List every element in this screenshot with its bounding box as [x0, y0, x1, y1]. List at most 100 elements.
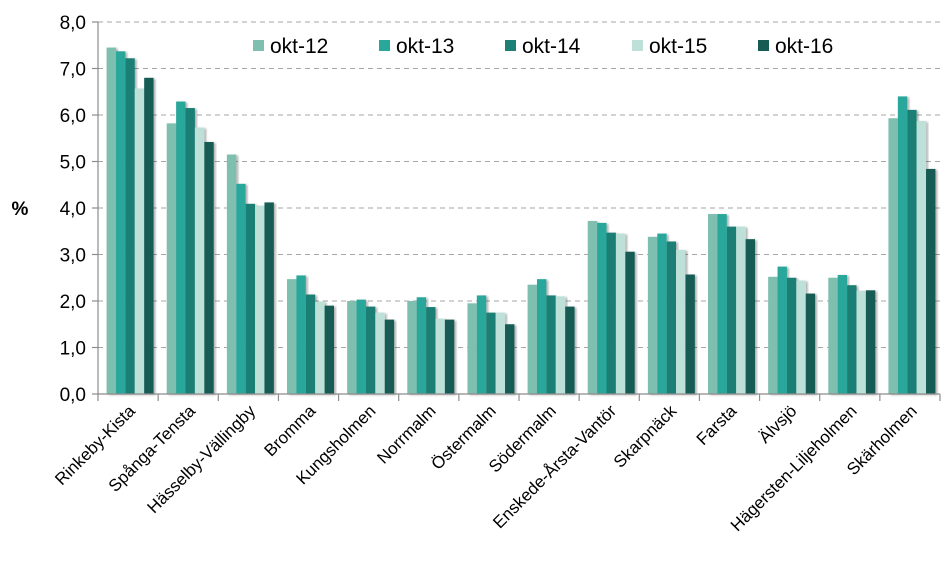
bar-okt-13 — [657, 233, 667, 394]
bar-okt-13 — [476, 295, 487, 394]
x-tick-label: Älvsjö — [755, 401, 801, 447]
bar-okt-14 — [606, 232, 616, 394]
bar-okt-14 — [486, 312, 496, 394]
bar-okt-14 — [847, 285, 857, 394]
bar-okt-15 — [676, 249, 686, 394]
bar-okt-15 — [615, 233, 626, 394]
bar-okt-13 — [176, 101, 186, 394]
legend-swatch — [505, 40, 516, 51]
x-tick-label: Farsta — [693, 401, 741, 449]
bar-okt-12 — [226, 154, 237, 394]
bar-okt-14 — [546, 295, 556, 394]
legend-swatch — [632, 40, 643, 51]
legend-swatch — [379, 40, 390, 51]
bar-okt-13 — [717, 214, 727, 394]
bar-okt-16 — [444, 319, 455, 394]
bar-okt-14 — [907, 109, 917, 394]
bar-okt-13 — [115, 51, 126, 395]
bar-okt-13 — [356, 299, 366, 394]
legend-label: okt-15 — [649, 35, 707, 58]
bar-okt-15 — [134, 88, 145, 395]
y-tick-label: 6,0 — [60, 106, 86, 127]
y-tick-label: 2,0 — [60, 292, 86, 313]
bar-okt-16 — [384, 319, 395, 394]
y-tick-label: 7,0 — [60, 60, 86, 81]
bar-okt-15 — [194, 127, 205, 395]
bar-okt-12 — [407, 301, 417, 394]
bar-okt-15 — [796, 280, 806, 394]
bar-okt-12 — [347, 301, 357, 394]
y-tick-label: 5,0 — [60, 153, 86, 174]
bar-okt-15 — [916, 121, 927, 395]
bar-okt-13 — [296, 275, 306, 394]
bar-okt-13 — [837, 274, 848, 394]
bar-okt-15 — [375, 312, 385, 394]
legend-swatch — [758, 40, 769, 51]
bar-okt-14 — [786, 277, 797, 394]
bar-okt-16 — [865, 290, 876, 394]
bar-okt-15 — [255, 205, 265, 394]
bar-okt-13 — [236, 183, 246, 394]
bar-okt-14 — [245, 203, 256, 394]
bar-okt-14 — [125, 58, 135, 395]
bar-okt-14 — [365, 306, 376, 394]
x-tick-label: Bromma — [260, 401, 319, 460]
bar-okt-12 — [647, 236, 658, 394]
bar-okt-15 — [555, 296, 566, 394]
x-tick-label: Skarpnäck — [610, 401, 681, 472]
bar-okt-12 — [828, 277, 838, 394]
bar-okt-16 — [324, 305, 334, 394]
bar-okt-16 — [625, 251, 635, 394]
bar-okt-13 — [536, 279, 547, 394]
bar-okt-14 — [305, 294, 316, 394]
y-axis-ticks: 0,0 1,0 2,0 3,0 4,0 5,0 6,0 7,0 8,0 — [60, 13, 98, 406]
bar-okt-14 — [426, 307, 436, 394]
bar-okt-13 — [897, 96, 908, 395]
y-tick-label: 0,0 — [60, 385, 86, 406]
bar-okt-12 — [768, 276, 778, 394]
legend-label: okt-14 — [522, 35, 581, 58]
bar-okt-16 — [685, 274, 695, 394]
bar-okt-14 — [185, 108, 195, 395]
y-tick-label: 8,0 — [60, 13, 86, 34]
y-tick-label: 4,0 — [60, 199, 86, 220]
y-tick-label: 1,0 — [60, 339, 86, 360]
legend-label: okt-13 — [396, 35, 454, 58]
bar-okt-13 — [597, 222, 607, 394]
x-axis-ticks: Rinkeby-KistaSpånga-TenstaHässelby-Välli… — [51, 394, 941, 535]
x-tick-label: Hässelby-Vällingby — [144, 401, 260, 517]
x-tick-label: Enskede-Årsta-Vantör — [489, 401, 620, 532]
bar-okt-15 — [856, 290, 866, 394]
bars — [106, 47, 936, 395]
bar-okt-16 — [505, 324, 515, 394]
legend-swatch — [253, 40, 264, 51]
bar-okt-14 — [666, 241, 677, 394]
bar-okt-16 — [805, 293, 816, 394]
bar-okt-12 — [587, 221, 598, 394]
bar-okt-16 — [264, 202, 274, 394]
legend-label: okt-16 — [775, 35, 833, 58]
bar-okt-12 — [527, 284, 537, 394]
bar-okt-15 — [495, 312, 506, 394]
bar-okt-16 — [565, 306, 575, 394]
bar-okt-15 — [736, 226, 746, 394]
bar-okt-16 — [144, 77, 154, 395]
bar-okt-12 — [106, 47, 116, 394]
bar-okt-16 — [204, 141, 214, 394]
bar-okt-12 — [888, 118, 898, 394]
y-tick-label: 3,0 — [60, 246, 86, 267]
bar-okt-16 — [926, 168, 936, 394]
legend-label: okt-12 — [270, 35, 328, 58]
bar-okt-15 — [435, 318, 445, 394]
bar-okt-13 — [777, 266, 787, 394]
bar-okt-13 — [416, 297, 427, 394]
bar-okt-12 — [166, 123, 177, 395]
y-axis-label: % — [12, 199, 29, 220]
bar-okt-14 — [726, 226, 737, 394]
bar-okt-12 — [708, 214, 718, 394]
bar-okt-15 — [315, 301, 325, 394]
legend: okt-12 okt-13 okt-14 okt-15 okt-16 — [253, 35, 833, 58]
bar-okt-12 — [287, 279, 297, 394]
bar-okt-16 — [745, 239, 755, 394]
